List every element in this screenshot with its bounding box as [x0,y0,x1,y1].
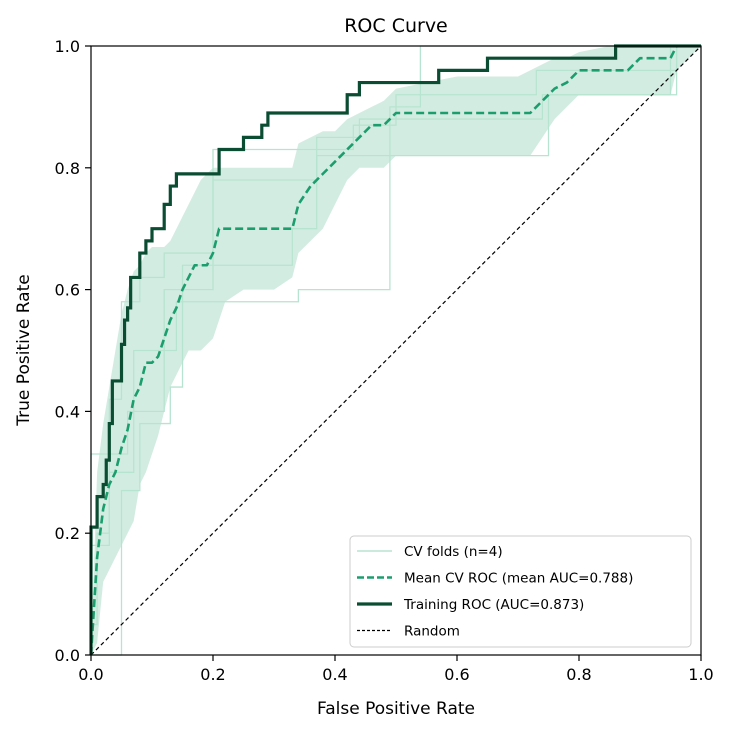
x-tick-label: 0.6 [444,665,469,684]
random-line [90,45,702,656]
x-axis-ticks: 0.0 0.2 0.4 0.6 0.8 1.0 [78,655,714,684]
cv-std-band [91,46,701,655]
cv-fold-line-1 [90,45,701,655]
y-axis-label: True Positive Rate [14,274,34,426]
y-tick-label: 1.0 [55,37,80,56]
legend-box [349,535,692,648]
plot-area [89,44,702,656]
plot-frame [90,45,702,656]
cv-fold-line-3 [90,45,701,655]
y-tick-label: 0.4 [55,402,80,421]
x-tick-label: 0.8 [566,665,591,684]
y-tick-label: 0.2 [55,524,80,543]
x-tick-label: 0.2 [200,665,225,684]
training-roc-line [89,44,701,655]
x-tick-label: 0.0 [78,665,103,684]
y-tick-label: 0.6 [55,281,80,300]
cv-band-layer [91,46,701,655]
y-tick-label: 0.0 [55,646,80,665]
training-roc-layer [89,44,701,655]
cv-fold-line-2 [91,45,701,656]
random-layer [90,45,702,656]
x-tick-label: 1.0 [688,665,713,684]
legend-label-random: Random [404,624,460,640]
mean-roc-layer [89,44,701,656]
legend-label-folds: CV folds (n=4) [404,544,503,560]
legend: CV folds (n=4) Mean CV ROC (mean AUC=0.78… [349,535,692,648]
x-tick-label: 0.4 [322,665,347,684]
y-axis-ticks: 0.0 0.2 0.4 0.6 0.8 1.0 [55,37,91,665]
chart-title: ROC Curve [344,15,448,37]
legend-label-mean: Mean CV ROC (mean AUC=0.788) [404,571,633,587]
y-tick-label: 0.8 [55,159,80,178]
mean-cv-roc-line [89,44,701,656]
legend-label-training: Training ROC (AUC=0.873) [403,597,584,613]
x-axis-label: False Positive Rate [317,699,475,719]
